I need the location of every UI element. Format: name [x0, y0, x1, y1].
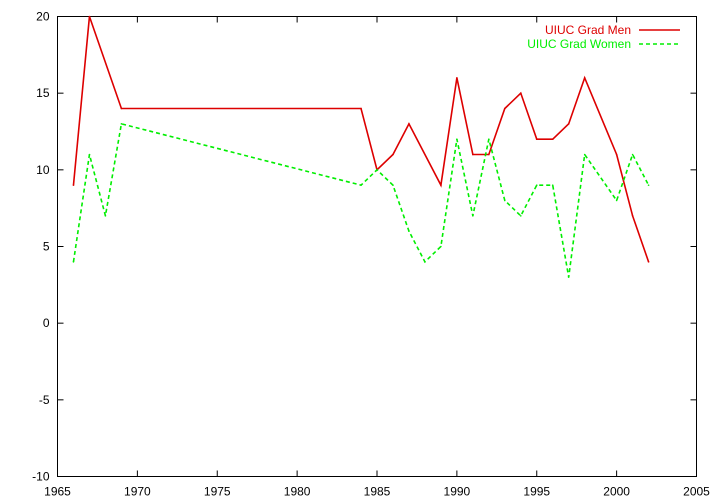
y-tick-label: 20 [36, 10, 50, 24]
x-tick-label: 1975 [204, 485, 231, 499]
data-point [120, 123, 123, 125]
x-tick-label: 1980 [284, 485, 311, 499]
y-tick-label: -10 [32, 470, 50, 484]
data-point [360, 184, 362, 186]
legend-label: UIUC Grad Men [545, 23, 631, 37]
data-point [440, 184, 442, 186]
data-point [120, 107, 123, 110]
series-uiuc-grad-women [72, 122, 650, 278]
legend-entry-uiuc-grad-men: UIUC Grad Men [545, 23, 680, 37]
data-point [408, 230, 410, 232]
series-layer [72, 15, 650, 278]
data-point [88, 15, 91, 18]
data-point [376, 169, 378, 171]
y-tick-label: 0 [43, 316, 50, 330]
data-point [567, 276, 570, 278]
data-point [488, 153, 490, 156]
x-tick-label: 1965 [44, 485, 71, 499]
data-point [456, 77, 458, 79]
x-axis: 1965 1970 1975 1980 1985 1990 1995 2000 2005 [44, 16, 710, 499]
data-point [583, 153, 586, 156]
data-point [440, 245, 442, 248]
data-point [392, 153, 394, 156]
data-point [504, 199, 506, 202]
data-point [551, 184, 554, 186]
data-point [615, 199, 618, 202]
plot-frame [57, 16, 697, 477]
data-point [647, 261, 650, 263]
data-point [504, 107, 506, 110]
data-point [631, 153, 634, 156]
series-line-uiuc-grad-women [72, 122, 650, 278]
x-tick-label: 2000 [603, 485, 630, 499]
data-point [88, 153, 91, 156]
data-point [456, 138, 458, 140]
data-point [472, 215, 474, 217]
series-uiuc-grad-men [72, 15, 650, 263]
legend-label: UIUC Grad Women [527, 37, 631, 51]
y-axis: -10 -5 0 5 10 15 20 [32, 10, 697, 484]
data-point [631, 215, 634, 217]
data-point [72, 261, 75, 263]
x-tick-label: 1990 [444, 485, 471, 499]
x-tick-label: 2005 [683, 485, 710, 499]
data-point [615, 153, 618, 156]
legend-entry-uiuc-grad-women: UIUC Grad Women [527, 37, 680, 51]
data-point [72, 184, 75, 186]
data-point [551, 138, 554, 140]
y-tick-label: 15 [36, 86, 50, 100]
data-point [583, 77, 586, 79]
y-tick-label: 5 [43, 240, 50, 254]
data-point [104, 215, 107, 217]
data-point [567, 123, 570, 125]
data-point [360, 107, 362, 110]
y-tick-label: -5 [39, 393, 50, 407]
data-point [488, 138, 490, 140]
data-point [519, 215, 522, 217]
data-point [392, 184, 394, 186]
x-tick-label: 1985 [364, 485, 391, 499]
data-point [535, 184, 538, 186]
x-tick-label: 1970 [124, 485, 151, 499]
series-line-uiuc-grad-men [72, 16, 650, 263]
data-point [519, 92, 522, 94]
data-point [472, 153, 474, 156]
y-tick-label: 10 [36, 163, 50, 177]
data-point [535, 138, 538, 140]
data-point [424, 261, 426, 263]
x-tick-label: 1995 [523, 485, 550, 499]
data-point [647, 184, 650, 186]
data-point [408, 123, 410, 125]
